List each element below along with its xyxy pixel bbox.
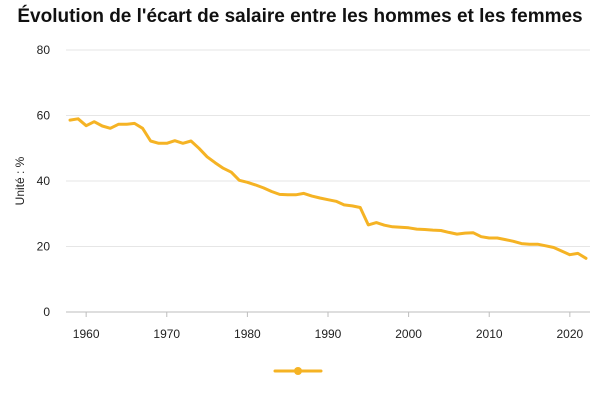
y-tick-label: 40: [37, 174, 51, 188]
chart-title: Évolution de l'écart de salaire entre le…: [17, 6, 583, 27]
legend-marker[interactable]: [294, 367, 302, 375]
y-tick-label: 60: [37, 109, 51, 123]
y-tick-label: 80: [37, 43, 51, 57]
x-tick-label: 2000: [395, 327, 422, 341]
x-tick-label: 2010: [476, 327, 503, 341]
x-tick-label: 1960: [73, 327, 100, 341]
gridlines: [66, 49, 590, 313]
series-line: [68, 117, 588, 260]
x-tick-label: 1990: [315, 327, 342, 341]
series-layer: [68, 117, 588, 260]
axes: 0 20 40 60 80 1960 1970 1980 1990 2000 2010 2020: [37, 43, 584, 341]
y-axis-title: Unité : %: [13, 156, 27, 205]
x-tick-label: 1980: [234, 327, 261, 341]
legend[interactable]: [273, 367, 323, 375]
y-tick-label: 0: [43, 305, 50, 319]
x-tick-label: 1970: [153, 327, 180, 341]
y-tick-label: 20: [37, 240, 51, 254]
x-tick-label: 2020: [556, 327, 583, 341]
